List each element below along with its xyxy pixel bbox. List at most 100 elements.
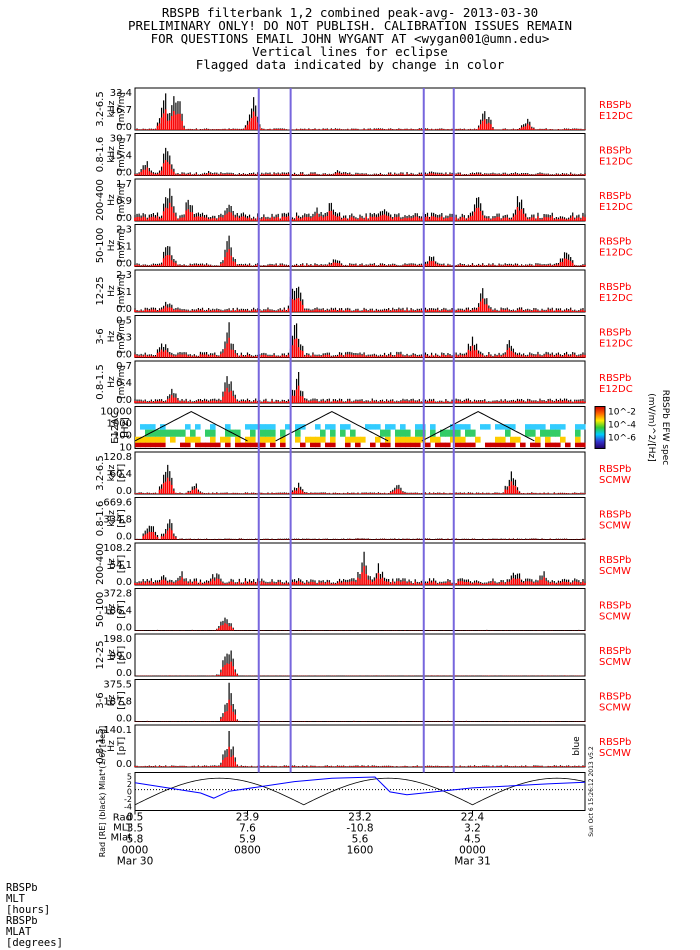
spectrogram-cell — [575, 436, 581, 443]
panel-unit2-label: [mV/m] — [117, 365, 127, 399]
orbit-panel-frame — [134, 772, 586, 811]
spectrogram-cell — [165, 429, 171, 437]
footer-row-tag: Rad — [113, 813, 132, 824]
colorbar-label: (mV/m)^2/[Hz] — [646, 393, 656, 462]
y-tick-label: 0.0 — [116, 486, 132, 497]
spectrogram-cell — [360, 436, 366, 443]
spectrogram-cell — [400, 436, 406, 443]
instrument-label-name: SCMW — [599, 566, 631, 577]
spectrogram-cell — [480, 424, 486, 430]
spectrogram-cell — [525, 429, 531, 437]
panel-unit-label: kHz — [107, 510, 117, 527]
footer-value: Mar 30 — [117, 856, 154, 868]
spectrogram-cell — [155, 442, 161, 448]
instrument-label-probe: RBSPb — [599, 373, 631, 384]
panel-10 — [134, 497, 586, 540]
spectrogram-cell — [545, 429, 551, 437]
panel-unit-label: [Hz] — [120, 417, 131, 438]
spectrogram-cell — [385, 436, 391, 443]
y-tick-label: 0.0 — [116, 668, 132, 679]
avg-series — [134, 623, 586, 631]
spectrogram-cell — [370, 442, 376, 448]
spectrogram-curve — [421, 410, 535, 442]
panel-freq-label: 3-6 — [95, 328, 106, 344]
spectrogram-cell — [555, 429, 561, 437]
spectrogram-cell — [405, 429, 411, 437]
spectrogram-cell — [550, 424, 556, 430]
instrument-label-probe: RBSPb — [599, 555, 631, 566]
spectrogram-cell — [560, 424, 566, 430]
panel-unit-label: Hz — [107, 194, 117, 206]
instrument-label-probe: RBSPb — [599, 510, 631, 521]
spectrogram-cell — [460, 424, 466, 430]
y-tick-label: 0.0 — [116, 395, 132, 406]
spectrogram-cell — [240, 442, 246, 448]
panel-unit2-label: [mV/m] — [117, 183, 127, 217]
panel-freq-label: 12-25 — [95, 640, 106, 669]
instrument-label-name: SCMW — [599, 748, 631, 759]
spectrogram-cell — [345, 436, 351, 443]
y-tick-label: 0.0 — [116, 759, 132, 770]
avg-series — [134, 109, 586, 130]
spectrogram-tick-label: 10000 — [100, 407, 132, 418]
panel-unit2-label: [pT] — [117, 691, 127, 709]
colorbar-tick-label: 10^-4 — [608, 421, 636, 431]
y-tick-label: 0.0 — [116, 168, 132, 179]
panel-unit-label: Hz — [107, 694, 117, 706]
spectrogram-cell — [170, 436, 176, 443]
instrument-label-probe: RBSPb — [599, 464, 631, 475]
spectrogram-cell — [430, 424, 436, 430]
spectrogram-cell — [225, 424, 231, 430]
spectrogram-cell — [210, 436, 216, 443]
y-tick-label: 198.0 — [103, 634, 132, 645]
avg-series — [134, 528, 586, 540]
header-warning: PRELIMINARY ONLY! DO NOT PUBLISH. CALIBR… — [127, 18, 572, 33]
spectrogram-cell — [575, 442, 581, 448]
y-tick-label: 0.5 — [116, 316, 132, 327]
spectrogram-cell — [145, 436, 151, 443]
footer-labels: RBSPb MLT [hours] RBSPb MLAT [degrees] — [6, 883, 66, 949]
panel-frame — [134, 633, 586, 677]
panel-unit2-label: [mV/m] — [117, 229, 127, 263]
footer-value: 0800 — [234, 845, 261, 857]
panel-freq-label: 50-100 — [95, 228, 106, 263]
footer-value: 4.5 — [464, 834, 481, 846]
instrument-label-name: E12DC — [599, 111, 633, 122]
panel-frame — [134, 315, 586, 358]
footer-value: 23.9 — [236, 812, 259, 824]
spectrogram-cell — [310, 436, 316, 443]
spectrogram-cell — [250, 424, 256, 430]
spectrogram-cell — [580, 442, 586, 448]
instrument-label-name: E12DC — [599, 339, 633, 350]
spectrogram-cell — [280, 442, 286, 448]
spectrogram-cell — [340, 424, 346, 430]
spectrogram-cell — [485, 424, 491, 430]
spectrogram-cell — [320, 436, 326, 443]
spectrogram-cell — [295, 429, 301, 437]
spectrogram-cell — [315, 424, 321, 430]
y-tick-label: 375.5 — [103, 680, 132, 691]
spectrogram-cell — [345, 442, 351, 448]
y-tick-label: 1.1 — [116, 287, 132, 298]
instrument-label-probe: RBSPb — [599, 100, 631, 111]
orbit-tick-label: -2 — [124, 795, 132, 804]
panel-frame — [134, 224, 586, 267]
spectrogram-cell — [190, 436, 196, 443]
panel-1 — [134, 87, 586, 131]
panel-unit2-label: [mV/m] — [117, 92, 127, 126]
panel-15 — [134, 724, 586, 768]
y-tick-label: 0.0 — [116, 714, 132, 725]
avg-series — [134, 699, 586, 722]
spectrogram-cell — [430, 436, 436, 443]
spectrogram-cell — [185, 442, 191, 448]
panel-unit2-label: [pT] — [117, 646, 127, 664]
spectrogram-cell — [505, 442, 511, 448]
panel-11 — [134, 542, 586, 586]
spectrogram-cell — [490, 442, 496, 448]
y-tick-label: 99.0 — [110, 651, 132, 662]
spectrogram-cell — [540, 429, 546, 437]
spectrogram-cell — [285, 424, 291, 430]
spectrogram-cell — [415, 436, 421, 443]
spectrogram-cell — [515, 436, 521, 443]
